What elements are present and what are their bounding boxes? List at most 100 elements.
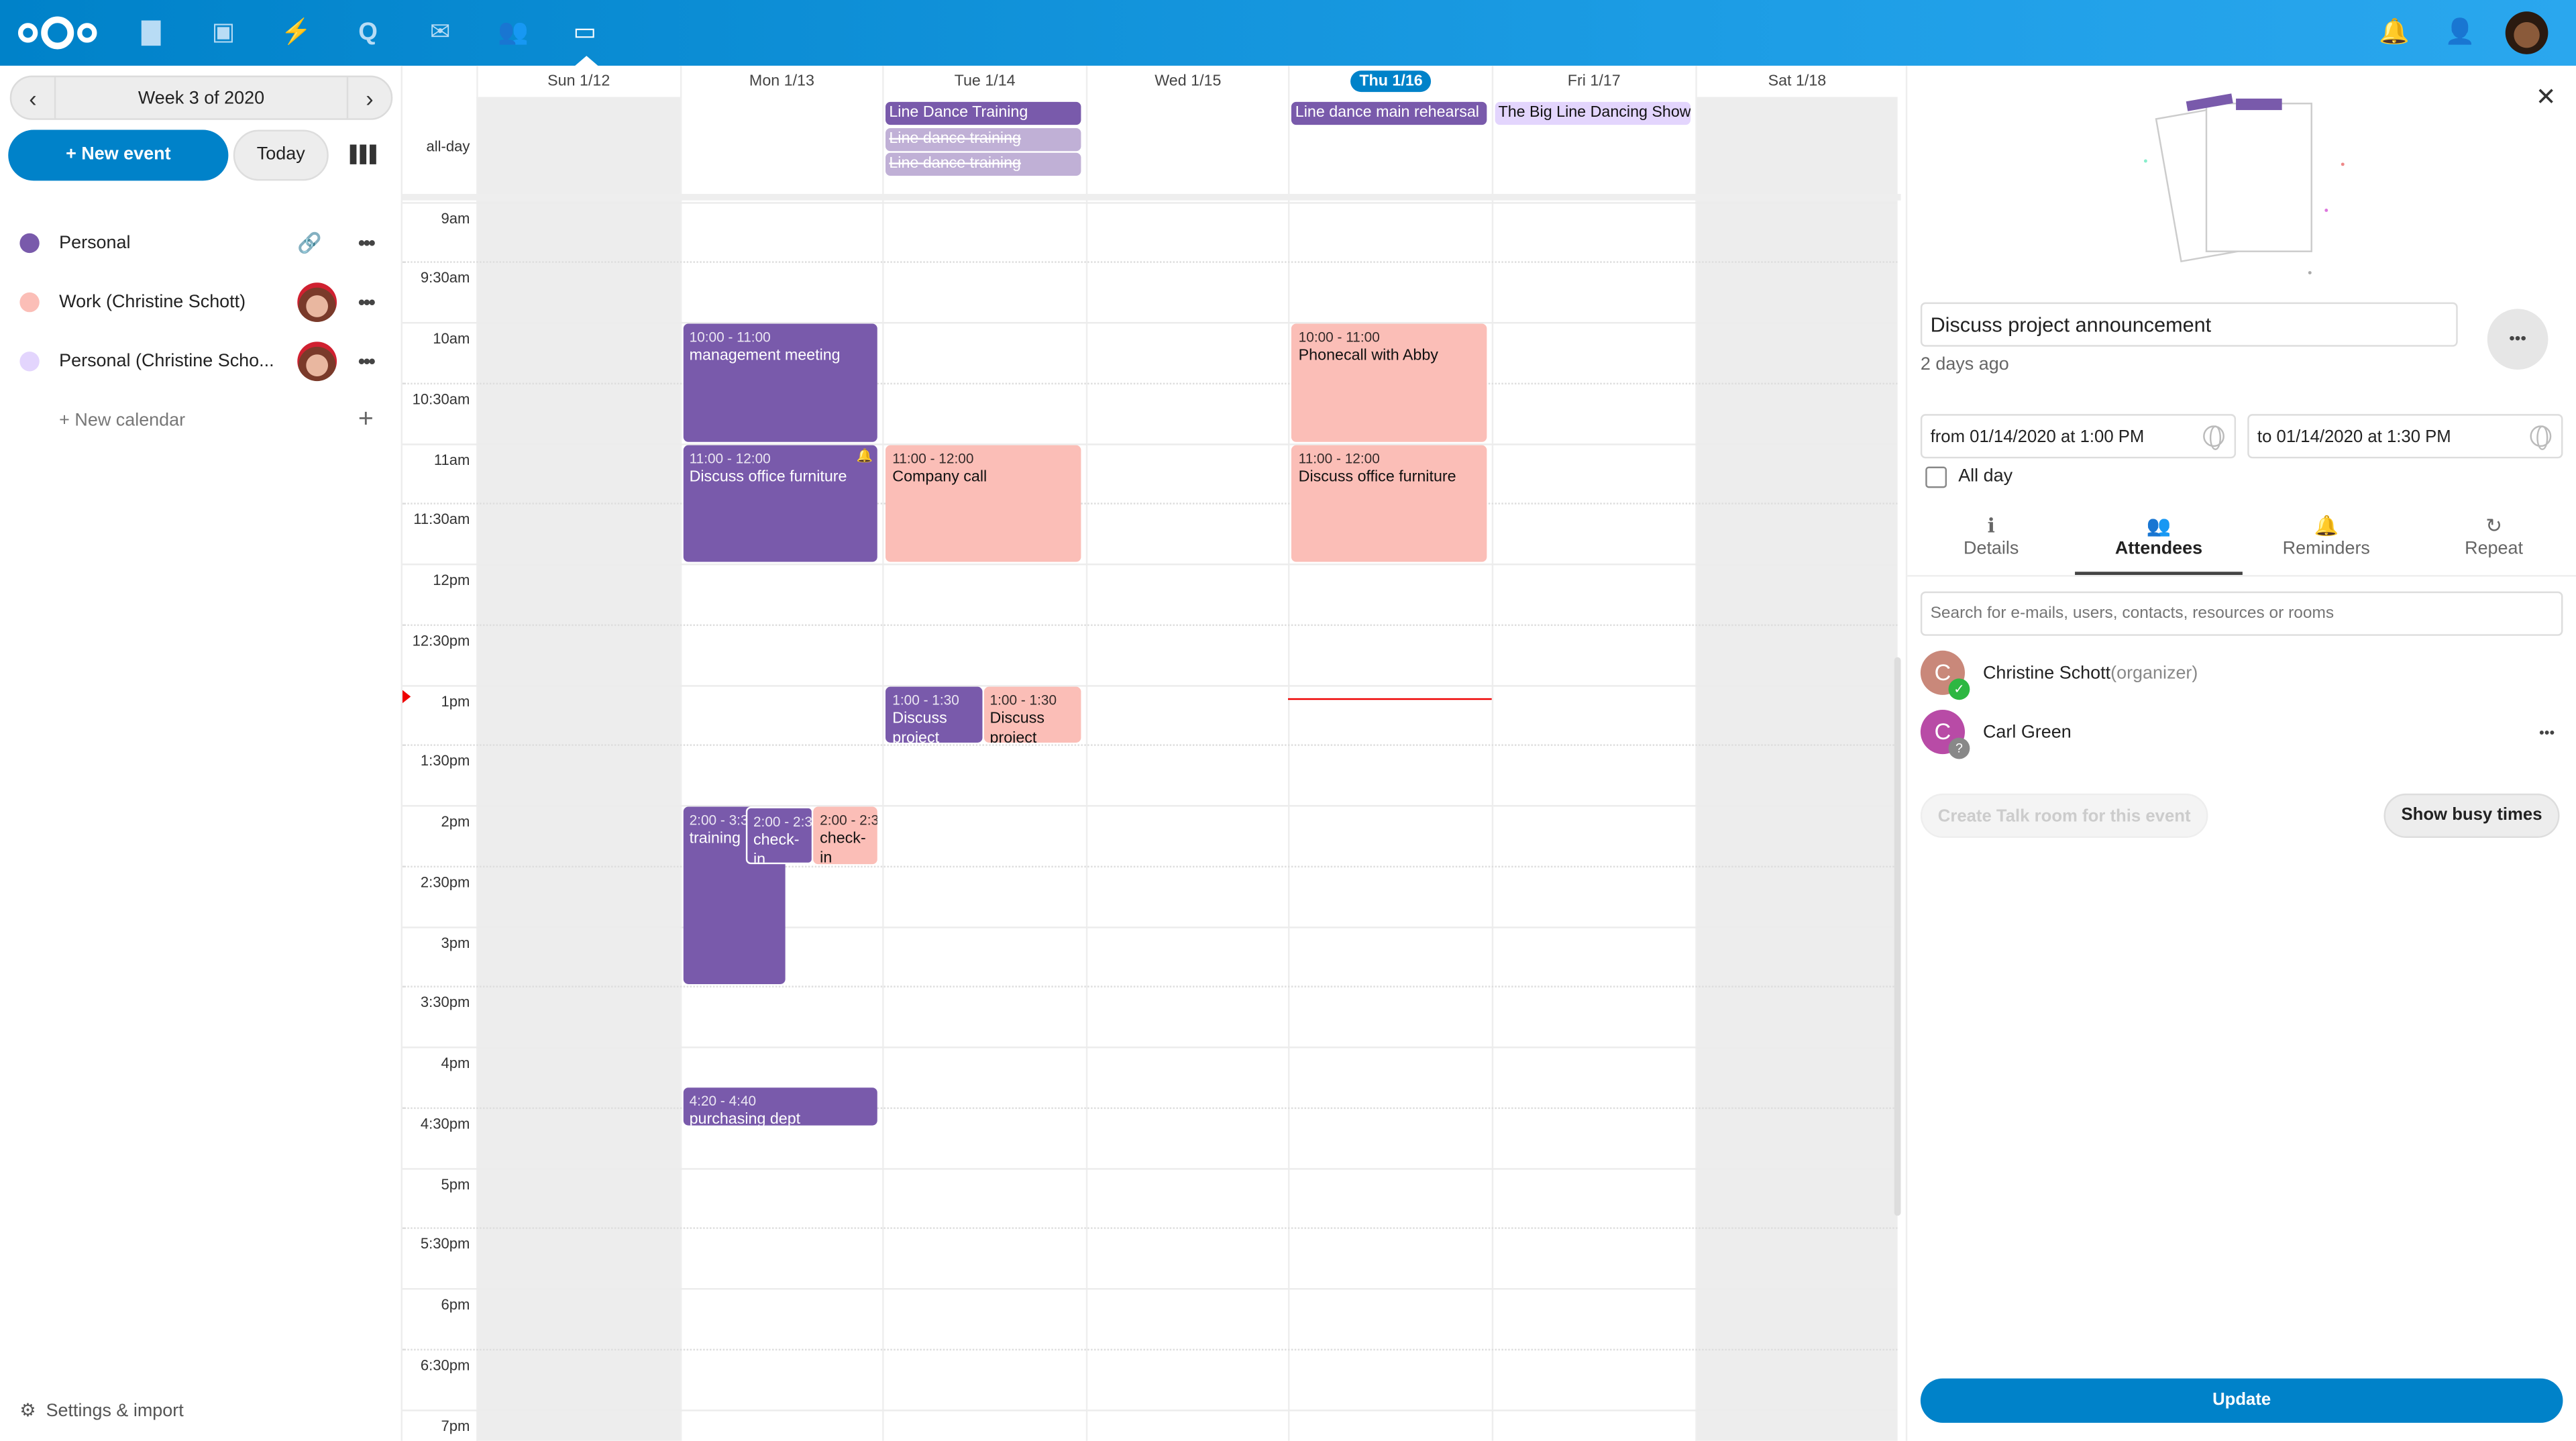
- photos-icon[interactable]: ▣: [211, 17, 235, 46]
- allday-event[interactable]: Line dance main rehearsal: [1291, 101, 1487, 125]
- grid-line: [402, 503, 1898, 505]
- day-column[interactable]: [1491, 97, 1695, 1441]
- day-header[interactable]: Fri 1/17: [1491, 65, 1695, 97]
- calendar-event[interactable]: 2:00 - 2:30check-in: [745, 806, 814, 864]
- plus-icon[interactable]: +: [358, 405, 374, 434]
- calendar-icon[interactable]: ▭: [573, 17, 597, 46]
- day-header[interactable]: Thu 1/16: [1288, 65, 1492, 97]
- timezone-globe-icon[interactable]: [2530, 425, 2552, 451]
- event-title-input[interactable]: Discuss project announcement: [1920, 302, 2458, 347]
- event-title: Discuss office furniture: [1298, 467, 1456, 486]
- last-modified: 2 days ago: [1920, 354, 2009, 375]
- contacts-menu-icon[interactable]: 👤: [2445, 17, 2475, 46]
- link-icon[interactable]: 🔗: [297, 231, 322, 255]
- day-label: Thu 1/16: [1351, 70, 1431, 93]
- allday-event[interactable]: Line Dance Training: [885, 101, 1081, 125]
- event-time: 10:00 - 11:00: [1298, 328, 1380, 345]
- start-datetime-input[interactable]: from 01/14/2020 at 1:00 PM: [1920, 414, 2237, 459]
- event-sidebar: ✕ Discuss project announcement ••• 2 day…: [1905, 65, 2576, 1441]
- attendee-more-icon[interactable]: •••: [2539, 723, 2555, 741]
- calendar-item-personal-shared[interactable]: Personal (Christine Scho... •••: [0, 332, 402, 391]
- avatar-initial: C: [1934, 659, 1951, 686]
- allday-event[interactable]: Line dance training: [885, 127, 1081, 151]
- show-busy-times-button[interactable]: Show busy times: [2383, 793, 2560, 838]
- calendar-color-dot[interactable]: [19, 292, 40, 313]
- day-header[interactable]: Wed 1/15: [1085, 65, 1289, 97]
- day-header[interactable]: Sun 1/12: [476, 65, 680, 97]
- calendar-event[interactable]: 4:20 - 4:40 purchasing dept: [682, 1088, 878, 1126]
- calendar-event[interactable]: 11:00 - 12:00 Discuss office furniture 🔔: [682, 444, 878, 562]
- calendar-color-dot[interactable]: [19, 233, 40, 254]
- grid-line: [402, 201, 1898, 203]
- event-time: 11:00 - 12:00: [892, 449, 974, 466]
- calendar-event[interactable]: 10:00 - 11:00 Phonecall with Abby: [1291, 323, 1487, 441]
- settings-button[interactable]: ⚙ Settings & import: [19, 1400, 184, 1422]
- mail-icon[interactable]: ✉: [429, 17, 451, 46]
- activity-icon[interactable]: ⚡: [280, 17, 312, 46]
- day-label: Fri 1/17: [1567, 72, 1621, 91]
- tab-repeat[interactable]: ↻ Repeat: [2410, 513, 2576, 559]
- day-header[interactable]: Sat 1/18: [1695, 65, 1898, 97]
- calendar-item-personal[interactable]: Personal 🔗 •••: [0, 213, 402, 272]
- today-button[interactable]: Today: [233, 129, 329, 181]
- day-column[interactable]: [1288, 97, 1492, 1441]
- allday-event[interactable]: Line dance training: [885, 152, 1081, 176]
- day-column[interactable]: [679, 97, 883, 1441]
- gear-icon: ⚙: [19, 1401, 36, 1422]
- day-header[interactable]: Tue 1/14: [882, 65, 1086, 97]
- calendar-event[interactable]: 10:00 - 11:00 management meeting: [682, 323, 878, 441]
- notifications-icon[interactable]: 🔔: [2379, 17, 2410, 46]
- attendee-avatar: C?: [1920, 709, 1970, 759]
- calendar-item-work[interactable]: Work (Christine Schott) •••: [0, 273, 402, 332]
- talk-icon[interactable]: Q: [358, 17, 378, 46]
- timezone-globe-icon[interactable]: [2203, 425, 2224, 451]
- day-header[interactable]: Mon 1/13: [679, 65, 883, 97]
- calendar-event[interactable]: 11:00 - 12:00 Company call: [885, 444, 1081, 562]
- previous-week-button[interactable]: ‹: [29, 85, 37, 111]
- week-navigator: ‹ Week 3 of 2020 ›: [9, 75, 393, 120]
- create-talk-room-button[interactable]: Create Talk room for this event: [1920, 793, 2208, 838]
- calendar-event[interactable]: 1:00 - 1:30 Discuss project: [983, 686, 1081, 743]
- week-label[interactable]: Week 3 of 2020: [54, 77, 349, 119]
- day-column[interactable]: [1085, 97, 1289, 1441]
- calendar-event[interactable]: 2:00 - 2:30check-in: [813, 806, 878, 864]
- grid-line: [402, 1047, 1898, 1049]
- grid-line: [402, 1167, 1898, 1169]
- calendar-event[interactable]: 11:00 - 12:00 Discuss office furniture: [1291, 444, 1487, 562]
- tab-attendees[interactable]: 👥 Attendees: [2075, 513, 2243, 576]
- attendee-search-input[interactable]: [1920, 591, 2563, 636]
- event-title: purchasing dept: [689, 1111, 801, 1126]
- calendar-color-dot[interactable]: [19, 352, 40, 372]
- close-icon[interactable]: ✕: [2535, 83, 2557, 112]
- new-calendar-button[interactable]: + New calendar +: [0, 391, 402, 450]
- more-actions-button[interactable]: •••: [2487, 309, 2548, 370]
- more-actions-icon[interactable]: •••: [358, 350, 376, 373]
- day-column[interactable]: [882, 97, 1086, 1441]
- event-title: Company call: [892, 467, 987, 486]
- new-event-button[interactable]: + New event: [8, 129, 229, 181]
- next-week-button[interactable]: ›: [366, 85, 374, 111]
- attendee-role: (organizer): [2110, 663, 2198, 683]
- info-icon: ℹ: [1987, 514, 1995, 537]
- tab-reminders[interactable]: 🔔 Reminders: [2243, 513, 2410, 559]
- day-column[interactable]: [1695, 97, 1898, 1441]
- view-switcher-icon[interactable]: [350, 144, 376, 164]
- event-time: 1:00 - 1:30: [989, 690, 1057, 708]
- more-actions-icon[interactable]: •••: [358, 290, 376, 314]
- user-avatar[interactable]: [2505, 11, 2548, 54]
- calendar-name: Personal: [59, 233, 131, 254]
- allday-event[interactable]: The Big Line Dancing Show: [1495, 101, 1690, 125]
- update-button[interactable]: Update: [1920, 1378, 2563, 1423]
- tab-details[interactable]: ℹ Details: [1907, 513, 2075, 559]
- end-datetime-input[interactable]: to 01/14/2020 at 1:30 PM: [2247, 414, 2563, 459]
- settings-label: Settings & import: [46, 1401, 184, 1422]
- files-icon[interactable]: ▇: [142, 17, 161, 46]
- contacts-icon[interactable]: 👥: [498, 17, 529, 46]
- more-actions-icon[interactable]: •••: [358, 231, 376, 255]
- scrollbar[interactable]: [1894, 657, 1901, 1216]
- all-day-checkbox[interactable]: [1925, 466, 1947, 488]
- nextcloud-logo-icon[interactable]: [16, 15, 98, 51]
- grid-line: [402, 322, 1898, 324]
- day-column[interactable]: [476, 97, 680, 1441]
